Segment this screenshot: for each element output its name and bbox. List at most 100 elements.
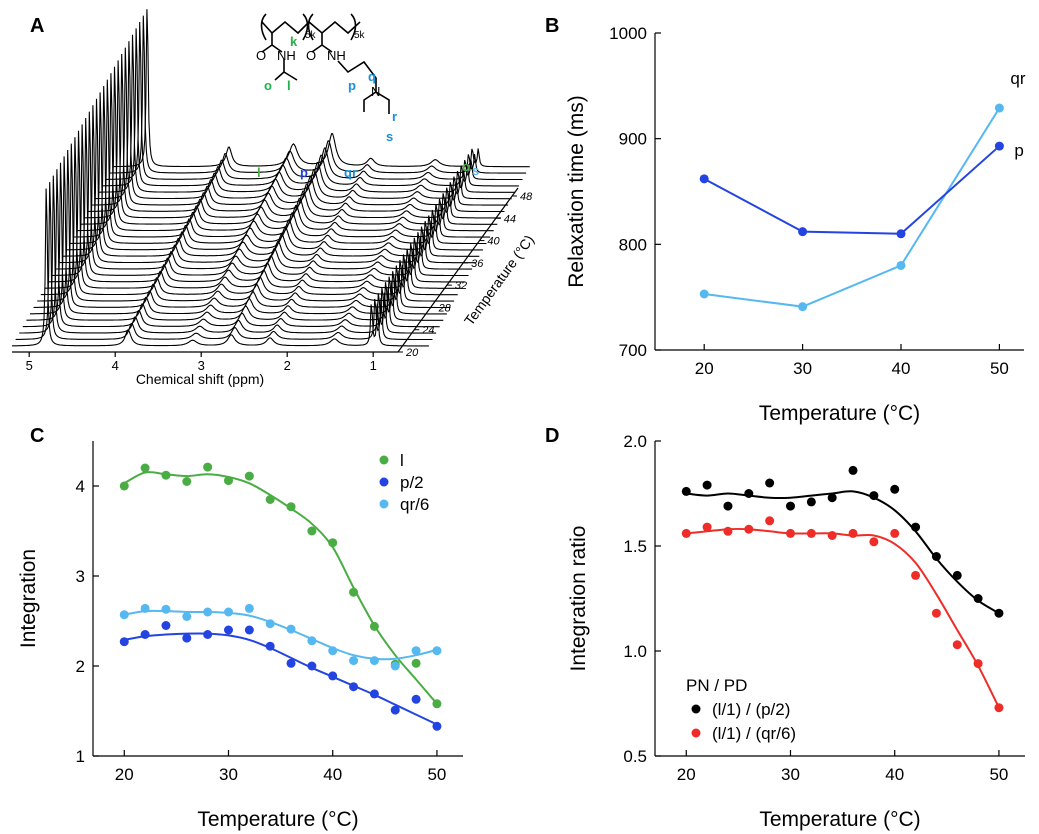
fit-curve bbox=[686, 527, 1000, 709]
series-p: p bbox=[699, 141, 1024, 239]
data-point bbox=[140, 603, 150, 613]
data-point bbox=[203, 630, 213, 639]
data-point bbox=[994, 141, 1004, 151]
data-point bbox=[369, 656, 379, 666]
data-point bbox=[973, 594, 983, 603]
carbonyl-o-right: O bbox=[306, 48, 316, 63]
data-point bbox=[119, 481, 129, 491]
data-point bbox=[286, 624, 296, 634]
x-tick-label: 20 bbox=[695, 359, 714, 378]
data-point bbox=[806, 528, 816, 538]
data-point bbox=[119, 637, 129, 647]
x-tick-label: 20 bbox=[677, 765, 696, 784]
series-(l/1) / (p/2) bbox=[681, 465, 1004, 618]
data-point bbox=[161, 604, 171, 614]
x-axis-label: Temperature (°C) bbox=[197, 808, 358, 831]
nmr-x-axis: 5 4 3 2 1 Chemical shift (ppm) bbox=[12, 351, 398, 387]
data-point bbox=[890, 528, 900, 538]
fit-curve bbox=[123, 471, 438, 705]
series-(l/1) / (qr/6) bbox=[681, 516, 1004, 713]
y-tick-label: 0.5 bbox=[623, 747, 647, 766]
data-point bbox=[911, 570, 921, 580]
data-point bbox=[785, 501, 795, 511]
data-point bbox=[896, 229, 906, 239]
x-tick-label: 50 bbox=[989, 765, 1008, 784]
y-tick-label: 2 bbox=[76, 657, 85, 676]
y-tick-label: 2.0 bbox=[623, 432, 647, 451]
data-point bbox=[369, 621, 379, 631]
x-tick-label: 40 bbox=[892, 359, 911, 378]
amine-n: N bbox=[371, 84, 380, 99]
y-tick-label: 1.5 bbox=[623, 537, 647, 556]
data-point bbox=[328, 671, 338, 681]
data-point bbox=[869, 537, 879, 547]
data-point bbox=[681, 528, 691, 538]
data-point bbox=[744, 524, 754, 534]
nmr-temperature-tick-label: 48 bbox=[520, 191, 533, 203]
nmr-spectrum-trace bbox=[109, 15, 527, 174]
carbonyl-o-left: O bbox=[256, 48, 266, 63]
data-point bbox=[140, 463, 150, 473]
data-point bbox=[411, 658, 421, 668]
axes: 20 30 40 50 0.5 1.0 1.5 2.0 Temperature (°C) Inte… bbox=[567, 432, 1025, 831]
panel-a: A 5k 5k O NH O NH N k o l p q r bbox=[12, 9, 537, 387]
nmr-temperature-tick-label: 40 bbox=[487, 236, 500, 248]
data-point bbox=[848, 465, 858, 475]
isopropyl-group bbox=[274, 59, 298, 81]
amide-left bbox=[261, 33, 283, 53]
chemical-structure bbox=[260, 13, 390, 114]
data-point bbox=[328, 538, 338, 548]
y-tick-label: 800 bbox=[619, 235, 647, 254]
data-point bbox=[952, 570, 962, 580]
amide-nh-left: NH bbox=[277, 48, 296, 63]
data-point bbox=[931, 608, 941, 618]
data-point bbox=[994, 703, 1004, 713]
series-p/2 bbox=[119, 621, 442, 731]
data-point bbox=[681, 486, 691, 496]
data-point bbox=[244, 625, 254, 635]
y-axis-label: Integration ratio bbox=[567, 526, 590, 672]
data-point bbox=[203, 607, 213, 617]
nmr-spectrum-trace bbox=[105, 21, 523, 181]
data-point bbox=[265, 641, 275, 651]
nmr-x-axis-label: Chemical shift (ppm) bbox=[136, 371, 264, 387]
data-point bbox=[223, 476, 233, 486]
y-tick-label: 4 bbox=[76, 477, 85, 496]
y-axis-label: Integration bbox=[17, 549, 40, 648]
legend-title: PN / PD bbox=[686, 676, 747, 695]
legend-label: l bbox=[400, 451, 404, 470]
data-point bbox=[265, 619, 275, 629]
proton-label-r: r bbox=[392, 109, 397, 124]
proton-label-l: l bbox=[287, 78, 291, 93]
data-point bbox=[182, 633, 192, 643]
data-point bbox=[244, 471, 254, 481]
legend-label: (l/1) / (qr/6) bbox=[712, 724, 796, 743]
data-point bbox=[744, 489, 754, 498]
series-line bbox=[704, 107, 1001, 308]
data-point bbox=[931, 552, 941, 561]
data-point bbox=[244, 603, 254, 613]
data-point bbox=[307, 636, 317, 646]
chart-c: 20 30 40 50 1 2 3 4 Temperature (°C) Integration l… bbox=[17, 441, 463, 831]
series-line bbox=[703, 145, 1001, 235]
repeat-right-label: 5k bbox=[354, 30, 366, 41]
legend-marker bbox=[379, 499, 389, 509]
data-point bbox=[349, 682, 359, 692]
data-point bbox=[349, 587, 359, 597]
axes: 20 30 40 50 700 800 900 1000 Temperature (°C) Rel… bbox=[565, 24, 1024, 425]
data-point bbox=[307, 526, 317, 536]
bracket-right-close bbox=[350, 13, 357, 41]
data-point bbox=[765, 516, 775, 526]
nmr-temperature-axis-line bbox=[397, 187, 519, 353]
data-point bbox=[161, 470, 171, 480]
data-point bbox=[369, 689, 379, 699]
nmr-temperature-tick-label: 36 bbox=[471, 258, 484, 270]
data-point bbox=[702, 522, 712, 532]
data-point bbox=[390, 705, 400, 715]
data-point bbox=[827, 531, 837, 540]
y-tick-label: 1000 bbox=[609, 24, 647, 43]
nmr-temperature-tick-label: 28 bbox=[438, 302, 452, 314]
legend-marker bbox=[379, 477, 389, 487]
